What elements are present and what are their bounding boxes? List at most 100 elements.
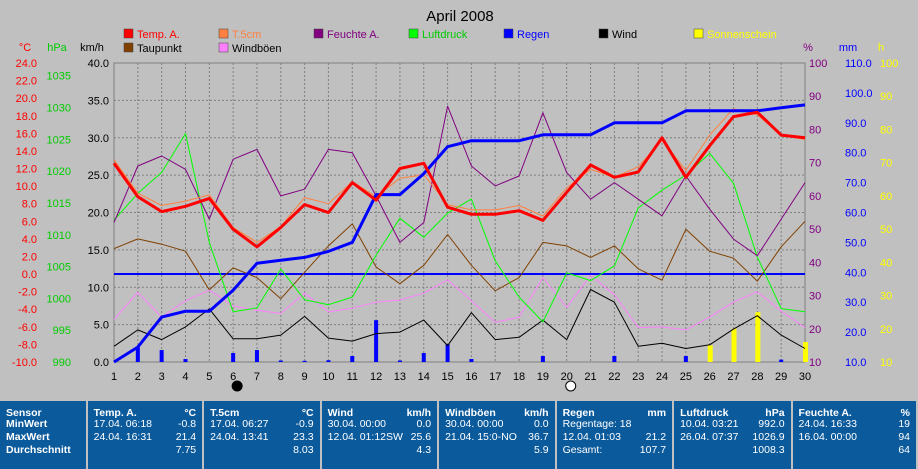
tick-label-humidity: 10 (809, 357, 821, 369)
cell-time: 16.04. 00:00 (798, 431, 857, 443)
table-cell-row: 64 (793, 444, 916, 457)
table-row-label: MinWert (0, 418, 86, 431)
tick-label-temp: 22.0 (16, 76, 37, 88)
cell-value: 0.0 (416, 418, 432, 430)
column-unit: km/h (406, 407, 432, 419)
cell-time: 30.04. 00:00 (327, 418, 386, 430)
cell-value: 4.3 (416, 444, 432, 456)
tick-label-wind: 30.0 (88, 133, 109, 145)
tick-label-wind: 35.0 (88, 95, 109, 107)
column-header: Luftdruck hPa (674, 401, 790, 419)
x-tick-label: 28 (751, 371, 763, 383)
tick-label-pressure: 1030 (47, 103, 71, 115)
column-header: T.5cm °C (204, 401, 319, 419)
x-tick-label: 30 (799, 371, 811, 383)
tick-label-temp: 18.0 (16, 111, 37, 123)
legend-label: Taupunkt (137, 43, 182, 55)
tick-label-wind: 5.0 (94, 320, 109, 332)
new-moon-icon (231, 380, 243, 392)
cell-time: 24.04. 16:31 (93, 431, 153, 443)
x-tick-label: 23 (632, 371, 644, 383)
series-line-wind (113, 289, 806, 349)
rain-bar (302, 360, 307, 362)
table-cell-row: 12.04. 01:12SW 25.6 (322, 431, 437, 444)
tick-label-rain: 80.0 (845, 148, 866, 160)
tick-label-pressure: 990 (53, 357, 71, 369)
row-label: Durchschnitt (6, 444, 71, 456)
column-title: Windböen (445, 407, 496, 419)
column-header: Temp. A. °C (88, 401, 203, 419)
daily-bars (135, 312, 808, 362)
x-tick-label: 26 (704, 371, 716, 383)
legend-label: Temp. A. (137, 29, 180, 41)
rain-bar (683, 356, 688, 362)
tick-label-sun: 10 (880, 357, 892, 369)
tick-label-sun: 100 (880, 58, 898, 70)
cell-time: 24.04. 16:33 (798, 418, 857, 430)
rain-bar (612, 356, 617, 362)
series-line-temp-a- (112, 110, 806, 249)
x-axis: 1 2 3 4 5 6 7 8 9 10 11 12 13 14 15 16 17 18 19 20 21 22 23 24 2… (111, 371, 811, 383)
cell-time: 12.04. 01:12SW (327, 431, 403, 443)
legend-swatch (408, 28, 419, 39)
table-cell-row: 26.04. 07:37 1026.9 (674, 431, 790, 444)
table-cell-row: 21.04. 15:0-NO 36.7 (439, 431, 554, 444)
tick-label-pressure: 1005 (47, 262, 71, 274)
table-cell-row: 30.04. 00:00 0.0 (322, 418, 437, 431)
rain-bar (350, 356, 355, 362)
legend-label: Sonnenschein (707, 29, 777, 41)
series-line-taupunkt (113, 220, 806, 300)
axis-unit-wind: km/h (80, 42, 104, 54)
x-tick-label: 6 (230, 371, 236, 383)
tick-label-pressure: 1035 (47, 71, 71, 83)
weather-chart: April 2008 Temp. A. T.5cm Feuchte A. Luftdr… (12, 8, 898, 392)
cell-value: 64 (898, 444, 910, 456)
statistics-table: Sensor MinWert MaxWert Durchschnitt Temp. A.… (0, 401, 918, 469)
cell-value: 107.7 (639, 444, 667, 456)
cell-time: 30.04. 00:00 (445, 418, 504, 430)
cell-value: 0.0 (533, 418, 549, 430)
column-title: Temp. A. (93, 407, 137, 419)
cell-value: 5.9 (533, 444, 549, 456)
tick-label-sun: 20 (880, 324, 892, 336)
table-label-column: Sensor MinWert MaxWert Durchschnitt (0, 401, 86, 469)
cell-value: 19 (898, 418, 910, 430)
column-header: Regen mm (557, 401, 672, 419)
x-tick-label: 12 (370, 371, 382, 383)
tick-label-temp: 24.0 (16, 58, 37, 70)
table-cell-row: 10.04. 03:21 992.0 (674, 418, 790, 431)
rain-bar (183, 359, 188, 362)
tick-label-temp: 2.0 (22, 251, 37, 263)
table-column-luftdruck: Luftdruck hPa 10.04. 03:21 992.0 26.04. 07:3… (674, 401, 791, 469)
x-tick-label: 11 (347, 371, 358, 383)
legend-label: T.5cm (232, 29, 261, 41)
sunshine-bar (803, 342, 808, 362)
moon-phases (231, 380, 577, 392)
tick-label-rain: 40.0 (845, 267, 866, 279)
cell-time: 17.04. 06:27 (210, 418, 269, 430)
table-cell-row: 24.04. 13:41 23.3 (204, 431, 319, 444)
x-tick-label: 15 (441, 371, 453, 383)
cell-value: -0.8 (178, 418, 197, 430)
cell-time: 24.04. 13:41 (210, 431, 269, 443)
legend-label: Windböen (232, 43, 282, 55)
tick-label-sun: 60 (880, 191, 892, 203)
tick-label-temp: 14.0 (16, 146, 37, 158)
x-tick-label: 8 (278, 371, 284, 383)
cell-value: 36.7 (528, 431, 549, 443)
table-column-windb-en: Windböen km/h 30.04. 00:00 0.0 21.04. 15:0-N… (439, 401, 555, 469)
rain-bar (469, 359, 474, 362)
legend-swatch (598, 28, 609, 39)
tick-label-rain: 100.0 (845, 88, 873, 100)
rain-bar (540, 356, 545, 362)
legend-swatch (313, 28, 324, 39)
tick-label-temp: 10.0 (16, 181, 37, 193)
x-tick-label: 13 (394, 371, 406, 383)
tick-label-humidity: 50 (809, 224, 821, 236)
tick-label-temp: -2.0 (18, 287, 37, 299)
tick-label-temp: 16.0 (16, 128, 37, 140)
table-cell-row: Gesamt: 107.7 (557, 444, 672, 457)
tick-label-temp: 0.0 (22, 269, 37, 281)
table-column-temp-a-: Temp. A. °C 17.04. 06:18 -0.8 24.04. 16:31 21… (87, 401, 203, 469)
tick-label-temp: 8.0 (22, 199, 37, 211)
